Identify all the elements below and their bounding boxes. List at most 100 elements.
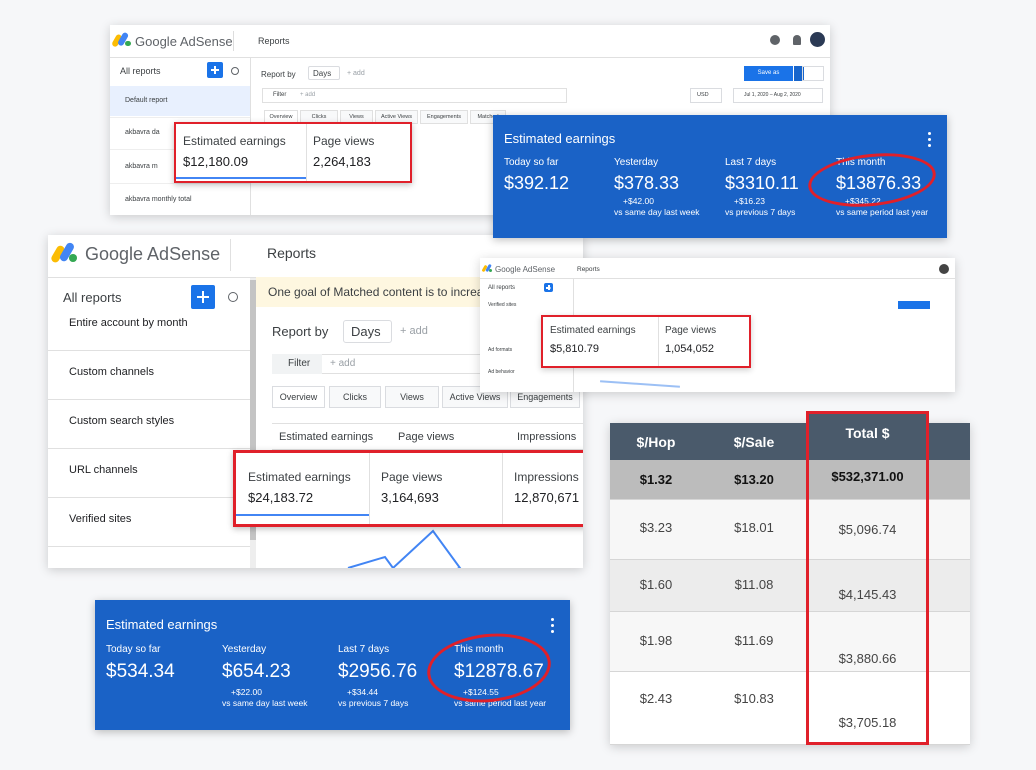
avatar	[939, 264, 949, 274]
column-header: $/Hop	[636, 434, 676, 450]
adsense-screenshot-small: Google AdSense Reports All reports Verified…	[480, 258, 955, 392]
logo-green	[489, 268, 493, 273]
total-header	[806, 411, 929, 460]
sidebar-title: All reports	[63, 290, 122, 305]
stat-label: This month	[454, 644, 504, 655]
metric-label: Estimated earnings	[248, 470, 351, 484]
table-cell: $5,096.74	[838, 522, 897, 537]
metric-label: Page views	[381, 470, 443, 484]
avatar	[810, 32, 825, 47]
filter-add: + add	[300, 92, 316, 98]
sidebar-item: Custom search styles	[69, 415, 175, 427]
highlight-box: Estimated earnings $5,810.79 Page views 1,0…	[541, 315, 751, 368]
days-dropdown: Days	[343, 320, 392, 343]
section-title: Reports	[258, 36, 290, 46]
filter-label: Filter	[273, 92, 287, 98]
table-cell: $2.43	[639, 691, 673, 706]
cell-divider	[369, 453, 370, 524]
days-dropdown: Days	[308, 66, 340, 80]
cell-divider	[658, 317, 659, 366]
sidebar-item: Ad behavior	[488, 369, 515, 375]
add-report-button	[544, 283, 553, 292]
stat-label: Last 7 days	[338, 644, 390, 655]
stat-value: $13876.33	[836, 173, 922, 193]
table-cell: $13.20	[734, 472, 774, 487]
currency: USD	[690, 88, 722, 103]
kebab-dot	[551, 624, 554, 627]
circle-highlight	[423, 627, 555, 709]
stat-label: Today so far	[106, 644, 161, 655]
stat-label: This month	[836, 157, 886, 168]
table-cell: $1.60	[639, 577, 673, 592]
save-dropdown	[794, 66, 804, 81]
filter-label: Filter	[288, 358, 311, 369]
sidebar-item: Entire account by month	[69, 317, 188, 329]
table-row	[610, 460, 970, 500]
table-cell: $3,705.18	[838, 715, 897, 730]
header-border	[110, 57, 830, 58]
sidebar-separator	[48, 448, 250, 449]
stat-value: $392.12	[504, 173, 570, 193]
tab: Clicks	[329, 386, 381, 408]
trend-path	[347, 529, 462, 568]
date-range: Jul 1, 2020 – Aug 2, 2020	[733, 88, 823, 103]
earnings-card-top: Estimated earnings Today so far $392.12 Yes…	[493, 115, 947, 238]
metric-value: 12,870,671	[514, 490, 580, 505]
trend-line	[347, 529, 462, 568]
table-row	[610, 560, 970, 612]
table-cell: $18.01	[734, 520, 774, 535]
table-row	[610, 612, 970, 672]
divider	[233, 31, 234, 51]
mini-chart	[600, 380, 680, 388]
brand: Google AdSense	[85, 244, 221, 264]
card-title: Estimated earnings	[106, 617, 218, 632]
table-cell: $4,145.43	[838, 587, 897, 602]
download-button	[802, 66, 824, 81]
metric-value: 3,164,693	[381, 490, 439, 505]
column-header: $/Sale	[733, 434, 775, 450]
metric-label: Estimated earnings	[183, 134, 286, 148]
sidebar-separator	[110, 117, 250, 118]
divider	[230, 239, 231, 271]
table-cell: $10.83	[734, 691, 774, 706]
add-report-button	[207, 62, 223, 78]
sidebar-item: Custom channels	[69, 366, 154, 378]
kebab-dot	[928, 138, 931, 141]
stat-delta: +$42.00	[623, 196, 654, 206]
kebab-dot	[928, 132, 931, 135]
sidebar-separator	[48, 399, 250, 400]
metric-label: Page views	[313, 134, 375, 148]
stat-delta: +$124.55	[463, 687, 499, 697]
kebab-dot	[551, 618, 554, 621]
stat-label: Yesterday	[614, 157, 659, 168]
stat-value: $654.23	[222, 661, 291, 682]
search-icon	[231, 67, 239, 75]
brand: Google AdSense	[495, 265, 556, 274]
sidebar-separator	[48, 497, 250, 498]
stat-label: Today so far	[504, 157, 559, 168]
stat-delta: +$345.22	[845, 196, 881, 206]
metric-value: 2,264,183	[313, 154, 371, 169]
stat-value: $12878.67	[454, 661, 544, 682]
active-underline	[176, 177, 306, 179]
sidebar-separator	[48, 546, 250, 547]
stat-value: $378.33	[614, 173, 680, 193]
table-border	[272, 423, 583, 424]
sidebar-item: Verified sites	[69, 513, 132, 525]
sidebar-item: Ad formats	[488, 347, 513, 353]
search-icon	[228, 292, 238, 302]
section-title: Reports	[577, 266, 600, 273]
tab: Overview	[272, 386, 325, 408]
column-header: Estimated earnings	[279, 431, 374, 443]
save-button: Save as	[744, 66, 793, 81]
metric-value: 1,054,052	[665, 343, 714, 355]
metric-label: Estimated earnings	[550, 325, 636, 336]
header-border	[480, 278, 955, 279]
stat-delta: +$34.44	[347, 687, 378, 697]
sidebar-separator	[110, 183, 250, 184]
stat-note: vs previous 7 days	[338, 698, 409, 708]
add-dimension: + add	[400, 325, 428, 337]
tab: Views	[385, 386, 439, 408]
metric-value: $24,183.72	[248, 490, 314, 505]
